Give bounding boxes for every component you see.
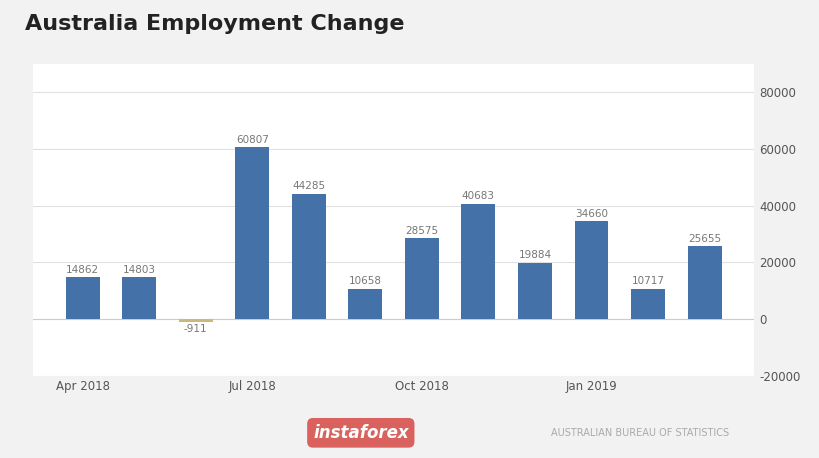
Text: -911: -911 (183, 324, 207, 334)
Text: Australia Employment Change: Australia Employment Change (25, 14, 404, 34)
Bar (518, 262, 551, 319)
Bar (292, 194, 325, 319)
Text: AUSTRALIAN BUREAU OF STATISTICS: AUSTRALIAN BUREAU OF STATISTICS (550, 428, 728, 438)
Bar (66, 277, 99, 319)
Text: 25655: 25655 (687, 234, 721, 244)
Bar (405, 238, 438, 319)
Text: 14803: 14803 (123, 265, 156, 275)
Bar (574, 221, 608, 319)
Bar (348, 289, 382, 319)
Text: 60807: 60807 (236, 135, 269, 145)
Text: 28575: 28575 (405, 226, 438, 236)
Bar (122, 277, 156, 319)
Bar (179, 319, 212, 322)
Text: 10717: 10717 (631, 276, 663, 286)
Bar (687, 246, 721, 319)
Bar (235, 147, 269, 319)
Text: 34660: 34660 (574, 208, 608, 218)
Bar (631, 289, 664, 319)
Text: 40683: 40683 (461, 191, 495, 202)
Text: 10658: 10658 (348, 277, 382, 287)
Text: 14862: 14862 (66, 265, 99, 275)
Bar (461, 204, 495, 319)
Text: 44285: 44285 (292, 181, 325, 191)
Text: 19884: 19884 (518, 251, 551, 260)
Text: instaforex: instaforex (313, 424, 408, 442)
